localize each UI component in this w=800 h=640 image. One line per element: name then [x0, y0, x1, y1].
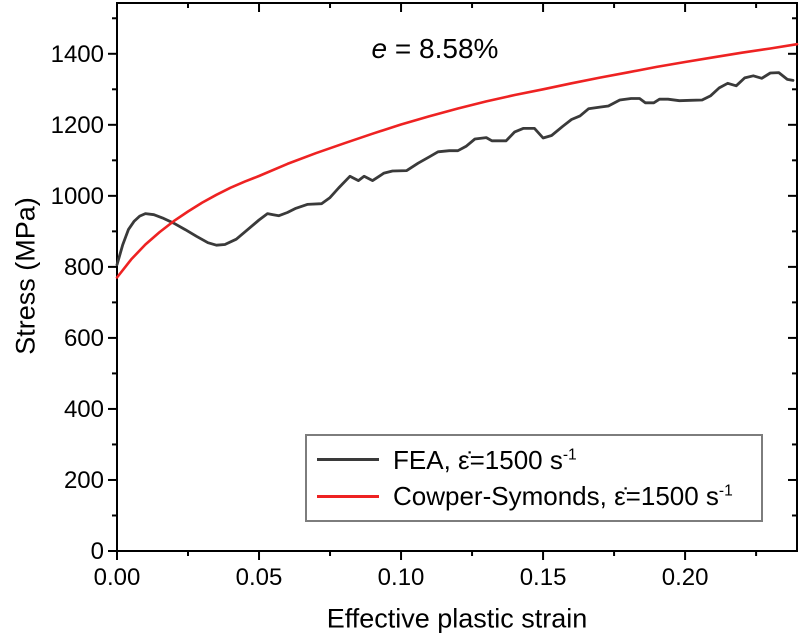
strain-annotation: e = 8.58% [372, 33, 499, 65]
legend-item-cowper-symonds: Cowper-Symonds, ε̇=1500 s-1 [317, 483, 761, 509]
legend: FEA, ε̇=1500 s-1 Cowper-Symonds, ε̇=1500… [305, 434, 763, 522]
fea-curve [115, 71, 795, 267]
y-tick-label: 200 [64, 467, 104, 494]
x-tick-label: 0.20 [662, 564, 709, 591]
x-tick-label: 0.10 [378, 564, 425, 591]
legend-line-sample-fea [317, 458, 379, 462]
annotation-variable: e [371, 33, 388, 64]
x-tick-label: 0.15 [520, 564, 567, 591]
y-tick-label: 0 [91, 538, 104, 565]
legend-label-cowper-symonds: Cowper-Symonds, ε̇=1500 s-1 [393, 481, 733, 512]
x-tick-label: 0.05 [236, 564, 283, 591]
y-tick-label: 1400 [51, 41, 104, 68]
y-tick-label: 1000 [51, 183, 104, 210]
x-axis-title: Effective plastic strain [326, 603, 588, 634]
y-tick-label: 600 [64, 325, 104, 352]
legend-item-fea: FEA, ε̇=1500 s-1 [317, 447, 761, 473]
y-tick-label: 400 [64, 396, 104, 423]
cowper-symonds-curve [115, 42, 799, 279]
y-tick-label: 1200 [51, 112, 104, 139]
legend-line-sample-cowper-symonds [317, 494, 379, 498]
x-tick-label: 0.00 [94, 564, 141, 591]
legend-label-fea: FEA, ε̇=1500 s-1 [393, 444, 577, 475]
y-axis-title: Stress (MPa) [10, 197, 41, 355]
y-tick-label: 800 [64, 254, 104, 281]
annotation-value: = 8.58% [387, 33, 499, 64]
